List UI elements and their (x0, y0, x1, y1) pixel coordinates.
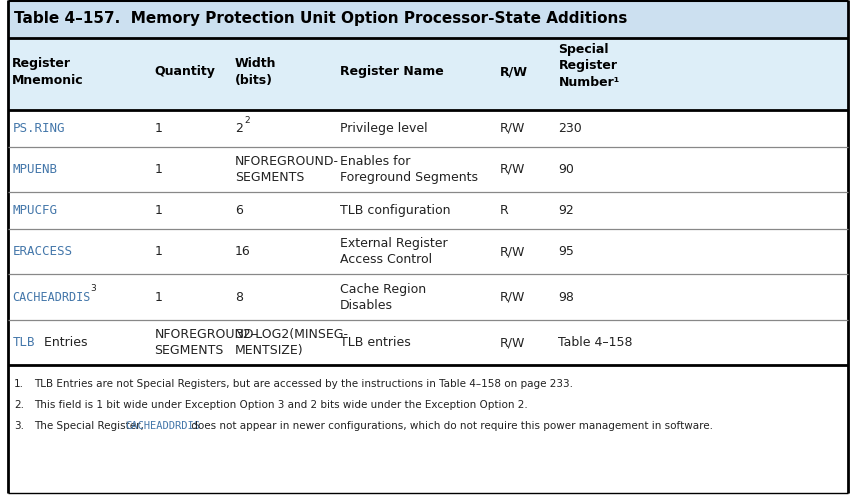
Text: 92: 92 (558, 204, 574, 217)
Text: 3.: 3. (14, 421, 24, 432)
Text: MPUENB: MPUENB (12, 163, 57, 176)
Text: 1.: 1. (14, 380, 24, 390)
Text: Special
Register
Number¹: Special Register Number¹ (558, 43, 620, 89)
Text: 1: 1 (154, 291, 163, 303)
Text: 1: 1 (154, 204, 163, 217)
Bar (8, 110, 848, 365)
Text: This field is 1 bit wide under Exception Option 3 and 2 bits wide under the Exce: This field is 1 bit wide under Exception… (34, 400, 528, 410)
Text: CACHEADRDIS: CACHEADRDIS (12, 291, 91, 303)
Text: R/W: R/W (500, 245, 526, 258)
Text: 1: 1 (154, 122, 163, 135)
Text: Enables for
Foreground Segments: Enables for Foreground Segments (340, 155, 479, 184)
Text: ERACCESS: ERACCESS (12, 245, 72, 258)
Text: 95: 95 (558, 245, 574, 258)
Text: NFOREGROUND-
SEGMENTS: NFOREGROUND- SEGMENTS (154, 328, 259, 357)
Text: Quantity: Quantity (154, 65, 215, 79)
Text: 1: 1 (154, 163, 163, 176)
Text: 16: 16 (235, 245, 251, 258)
Bar (8, 365, 848, 495)
Text: 230: 230 (558, 122, 582, 135)
Text: 3: 3 (91, 285, 96, 294)
Bar (8, 0, 848, 38)
Text: TLB: TLB (12, 336, 35, 349)
Text: 2: 2 (235, 122, 243, 135)
Text: R/W: R/W (500, 291, 526, 303)
Text: 6: 6 (235, 204, 243, 217)
Text: R/W: R/W (500, 163, 526, 176)
Text: TLB configuration: TLB configuration (340, 204, 450, 217)
Text: Table 4–158: Table 4–158 (558, 336, 633, 349)
Text: Privilege level: Privilege level (340, 122, 428, 135)
Text: 90: 90 (558, 163, 574, 176)
Text: 98: 98 (558, 291, 574, 303)
Text: 2.: 2. (14, 400, 24, 410)
Text: does not appear in newer configurations, which do not require this power managem: does not appear in newer configurations,… (187, 421, 713, 432)
Text: Table 4–157.  Memory Protection Unit Option Processor-State Additions: Table 4–157. Memory Protection Unit Opti… (14, 11, 627, 27)
Text: PS.RING: PS.RING (12, 122, 65, 135)
Text: CACHEADDRDIS: CACHEADDRDIS (125, 421, 200, 432)
Text: R/W: R/W (500, 65, 528, 79)
Text: R/W: R/W (500, 122, 526, 135)
Text: Register
Mnemonic: Register Mnemonic (12, 57, 84, 87)
Text: Width
(bits): Width (bits) (235, 57, 276, 87)
Bar (8, 38, 848, 110)
Text: Register Name: Register Name (340, 65, 444, 79)
Text: TLB Entries are not Special Registers, but are accessed by the instructions in T: TLB Entries are not Special Registers, b… (34, 380, 573, 390)
Text: R: R (500, 204, 509, 217)
Text: Cache Region
Disables: Cache Region Disables (340, 283, 426, 312)
Text: Entries: Entries (40, 336, 88, 349)
Text: 2: 2 (245, 116, 251, 126)
Text: The Special Register,: The Special Register, (34, 421, 147, 432)
Text: 1: 1 (154, 245, 163, 258)
Text: R/W: R/W (500, 336, 526, 349)
Text: TLB entries: TLB entries (340, 336, 411, 349)
Text: 8: 8 (235, 291, 243, 303)
Text: 32-LOG2(MINSEG-
MENTSIZE): 32-LOG2(MINSEG- MENTSIZE) (235, 328, 348, 357)
Text: MPUCFG: MPUCFG (12, 204, 57, 217)
Text: External Register
Access Control: External Register Access Control (340, 237, 448, 266)
Text: NFOREGROUND-
SEGMENTS: NFOREGROUND- SEGMENTS (235, 155, 339, 184)
